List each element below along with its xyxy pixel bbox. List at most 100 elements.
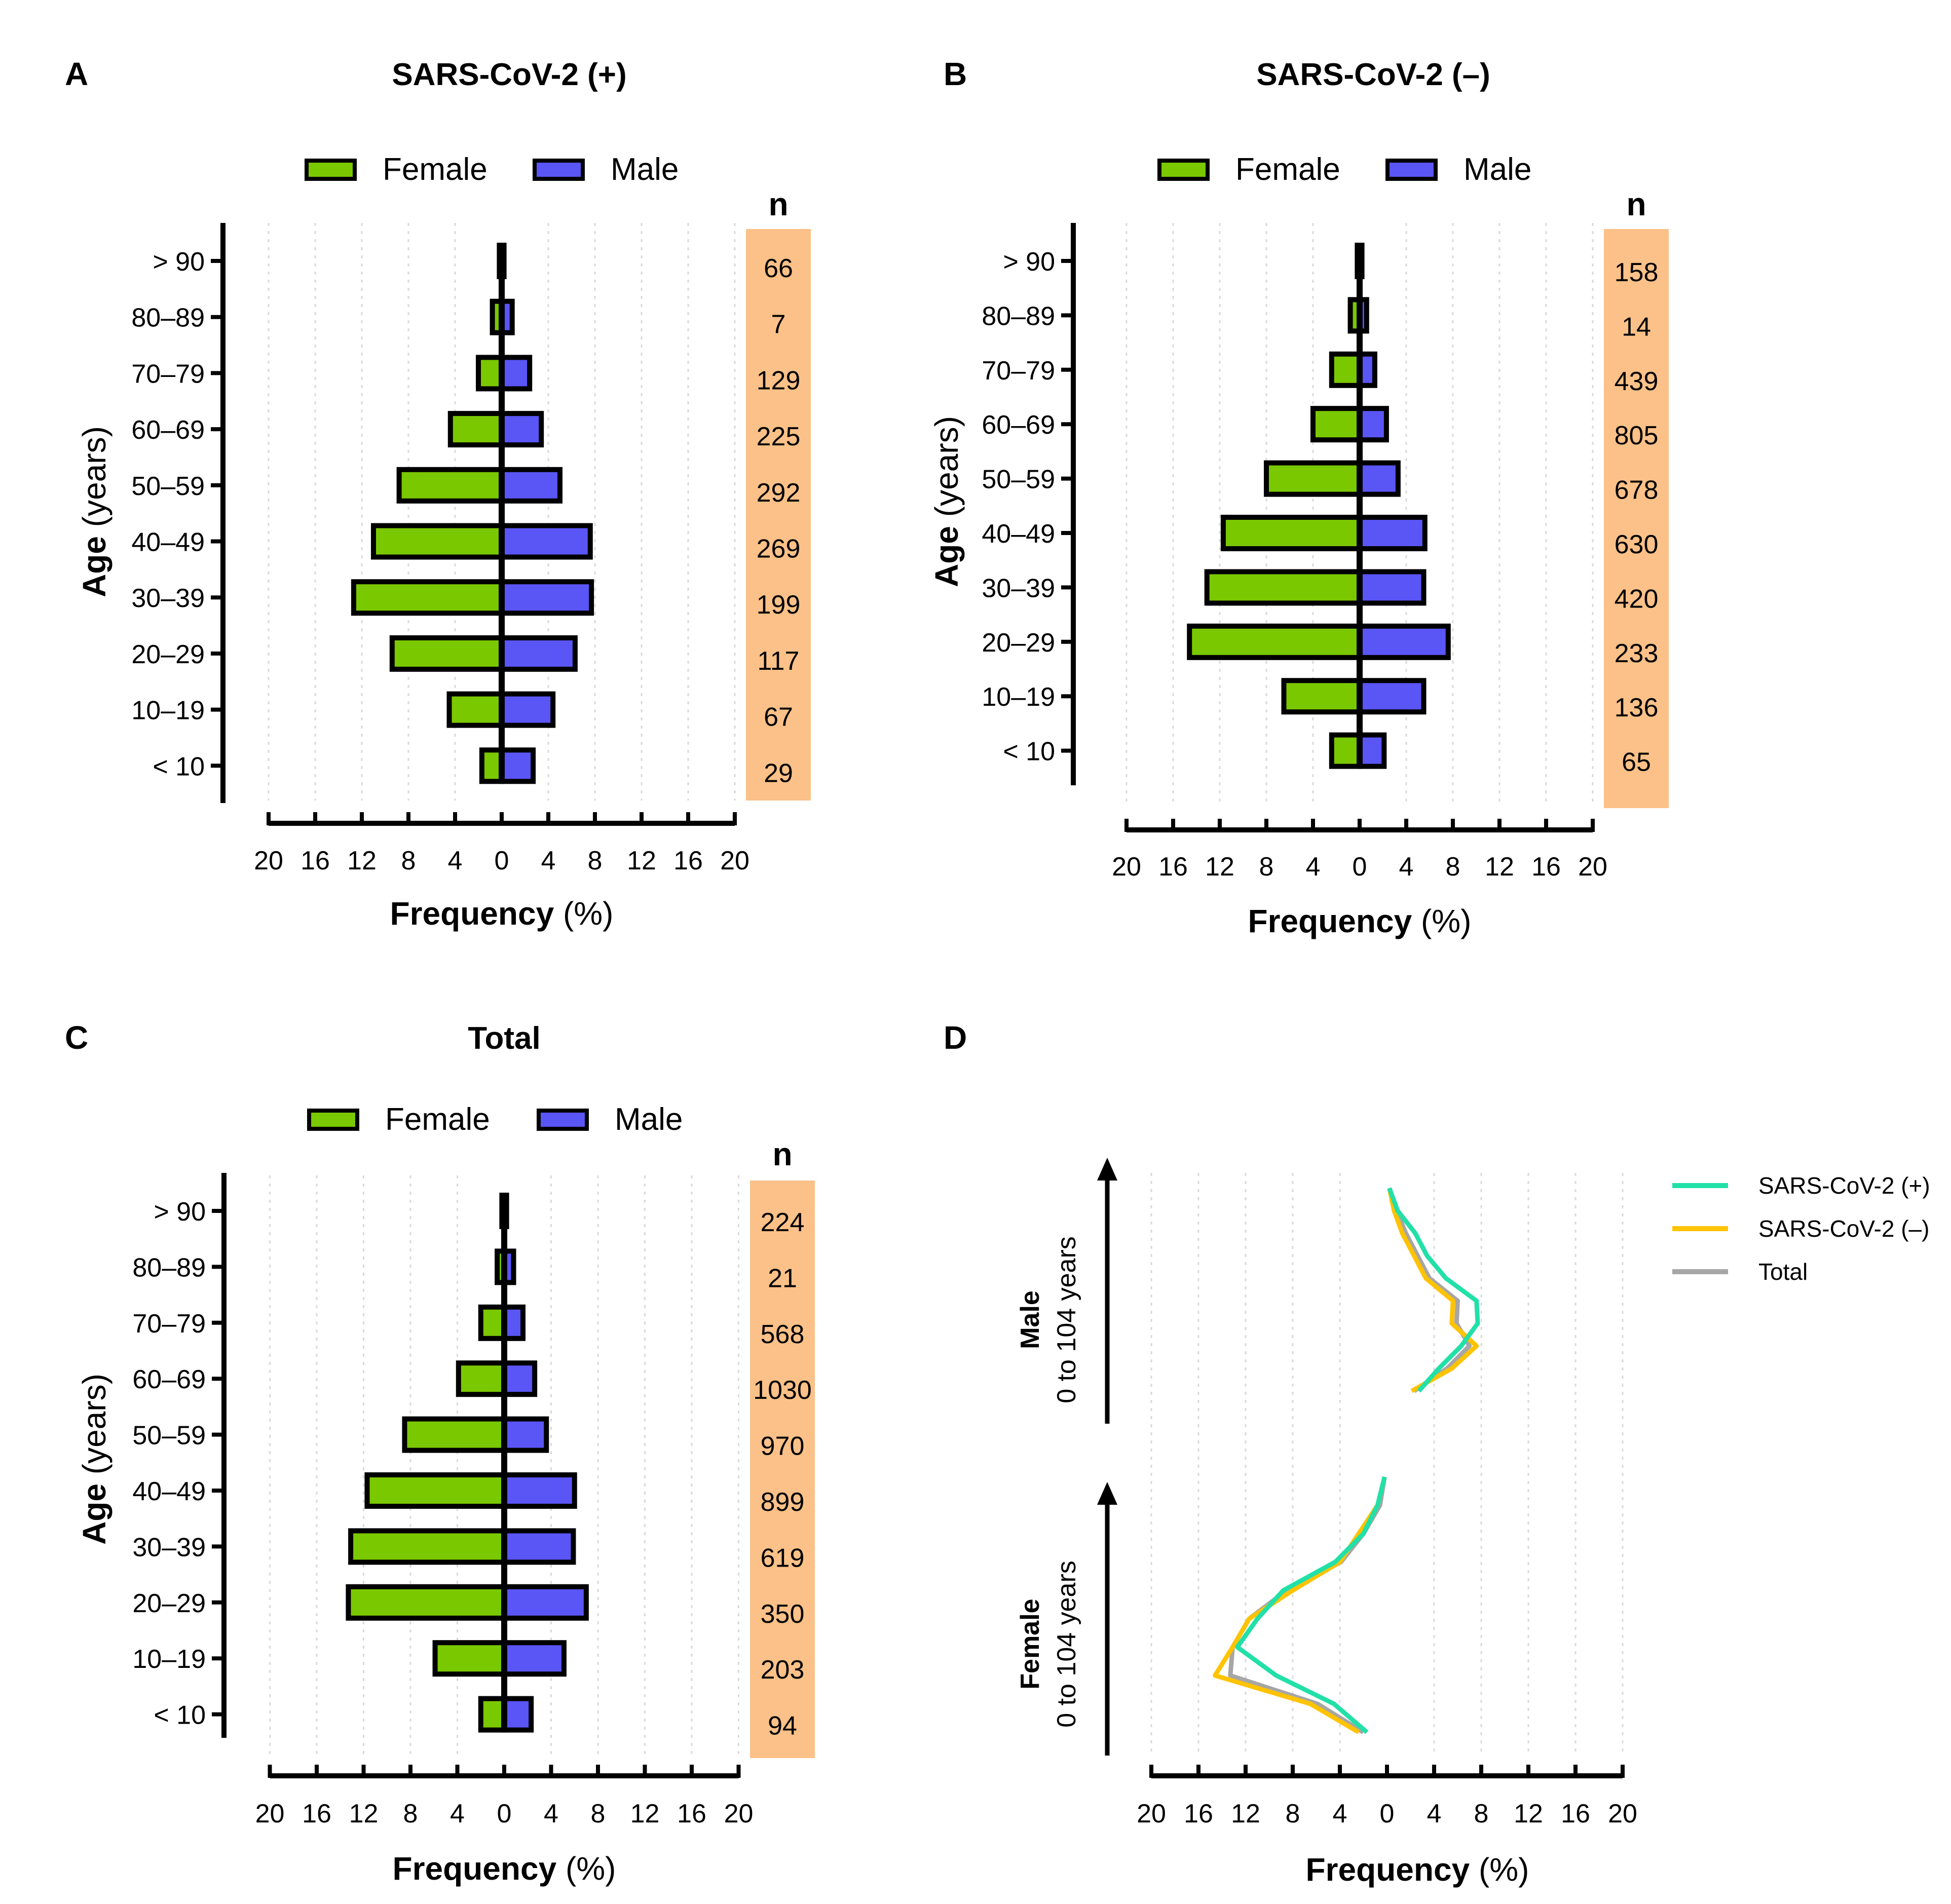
legend-label-1: SARS-CoV-2 (–) [1758, 1215, 1929, 1242]
y-axis-title: Age (years) [76, 426, 112, 597]
x-axis-title-bold: Frequency [393, 1850, 557, 1887]
x-tick-label: 0 [497, 1799, 512, 1829]
legend: Female Male [305, 152, 679, 187]
legend-label-0: SARS-CoV-2 (+) [1758, 1172, 1930, 1199]
x-axis-title-bold: Frequency [1306, 1851, 1470, 1888]
y-tick-label: 40–49 [132, 1477, 206, 1506]
x-tick-label: 20 [1578, 852, 1607, 882]
x-tick-label: 16 [1531, 852, 1561, 882]
y-tick-label: 10–19 [982, 682, 1055, 712]
bar-female [402, 1416, 507, 1453]
n-value: 67 [764, 703, 793, 732]
y-tick-label: 70–79 [982, 356, 1055, 386]
y-tick-label: 60–69 [131, 415, 205, 445]
n-value: 420 [1615, 584, 1659, 614]
bar-male [502, 1696, 534, 1733]
bar-female [1310, 406, 1362, 443]
y-tick-label: 60–69 [132, 1365, 206, 1394]
y-axis-title-unit: (years) [76, 426, 112, 536]
x-tick-label: 4 [1399, 852, 1414, 882]
n-value: 29 [764, 758, 793, 788]
legend-label-male: Male [1464, 152, 1531, 187]
bar-male [499, 635, 578, 672]
bar-male [499, 579, 594, 616]
panel-B: B SARS-CoV-2 (–) Female Male Age (years) n > 9… [928, 56, 1669, 939]
x-tick-label: 4 [541, 846, 556, 875]
n-value: 66 [764, 254, 793, 283]
x-tick-label: 16 [301, 846, 330, 875]
legend-swatch-female [1157, 159, 1210, 181]
x-tick-label: 12 [349, 1799, 379, 1829]
x-tick-label: 20 [724, 1799, 754, 1829]
x-tick-label: 16 [673, 846, 703, 875]
bar-female [364, 1472, 507, 1509]
bar-female [476, 355, 504, 392]
n-column-background [750, 1181, 815, 1758]
y-tick-label: > 90 [154, 1197, 206, 1227]
bar-male [1357, 678, 1427, 715]
n-value: 439 [1615, 367, 1659, 396]
x-tick-label: 16 [677, 1799, 706, 1829]
y-axis-title-bold: Age [76, 536, 112, 597]
x-tick-label: 8 [1259, 852, 1274, 882]
bar-male [1357, 515, 1428, 551]
n-value: 292 [757, 478, 801, 508]
y-tick-label: 40–49 [131, 528, 205, 557]
x-tick-label: 8 [1474, 1799, 1489, 1829]
x-tick-label: 8 [591, 1799, 606, 1829]
y-tick-label: 50–59 [132, 1421, 206, 1451]
female-group-label: Female [1016, 1598, 1045, 1689]
y-tick-label: 20–29 [131, 640, 205, 669]
n-value: 619 [761, 1543, 805, 1573]
bar-male [502, 1584, 589, 1621]
n-value: 630 [1615, 530, 1659, 559]
bar-male [1357, 569, 1427, 606]
n-value: 199 [757, 590, 801, 620]
bar-male [499, 355, 533, 392]
y-tick-label: 30–39 [132, 1533, 206, 1562]
x-tick-label: 4 [544, 1799, 558, 1829]
y-axis-title-bold: Age [76, 1483, 112, 1545]
panel-C: C Total Female Male Age (years) n > 90 224 80–89… [65, 1019, 815, 1887]
n-value: 7 [771, 310, 786, 339]
x-tick-label: 8 [403, 1799, 418, 1829]
y-tick-label: > 90 [153, 247, 205, 277]
bar-male [502, 1472, 577, 1509]
bar-female [1220, 515, 1362, 551]
legend-swatch-female [305, 159, 357, 181]
legend-swatch-male [533, 159, 585, 181]
legend-label-male: Male [611, 152, 679, 187]
n-value: 158 [1615, 258, 1659, 287]
x-axis-title-unit: (%) [1412, 903, 1471, 939]
n-value: 136 [1615, 693, 1659, 722]
y-tick-label: 70–79 [132, 1309, 206, 1339]
x-tick-label: 16 [1184, 1799, 1213, 1829]
y-arrow-head [1097, 1158, 1117, 1181]
y-tick-label: < 10 [154, 1701, 206, 1730]
bar-female [389, 635, 504, 672]
bar-female [1264, 460, 1362, 497]
x-tick-label: 16 [302, 1799, 331, 1829]
n-value: 568 [761, 1320, 805, 1349]
bar-male [499, 411, 544, 448]
x-tick-label: 8 [1286, 1799, 1300, 1829]
line-female-series-2 [1228, 1476, 1387, 1734]
x-tick-label: 20 [254, 846, 283, 875]
bar-male [502, 1640, 567, 1677]
legend-swatch-female [307, 1109, 359, 1131]
bar-female [351, 579, 505, 616]
x-axis-title-unit: (%) [556, 1850, 616, 1887]
x-tick-label: 12 [1514, 1799, 1543, 1829]
x-tick-label: 0 [495, 846, 509, 875]
y-tick-label: 20–29 [982, 628, 1055, 658]
y-tick-label: 60–69 [982, 410, 1055, 440]
panel-letter: D [944, 1019, 967, 1056]
bar-female [456, 1360, 507, 1397]
x-axis-title-unit: (%) [554, 895, 613, 932]
bar-female [371, 523, 504, 560]
n-column-header: n [772, 1136, 792, 1172]
y-axis-title: Age (years) [928, 416, 965, 587]
x-tick-label: 20 [1608, 1799, 1637, 1829]
y-axis-title-unit: (years) [928, 416, 965, 526]
male-group-label: Male [1016, 1290, 1045, 1349]
